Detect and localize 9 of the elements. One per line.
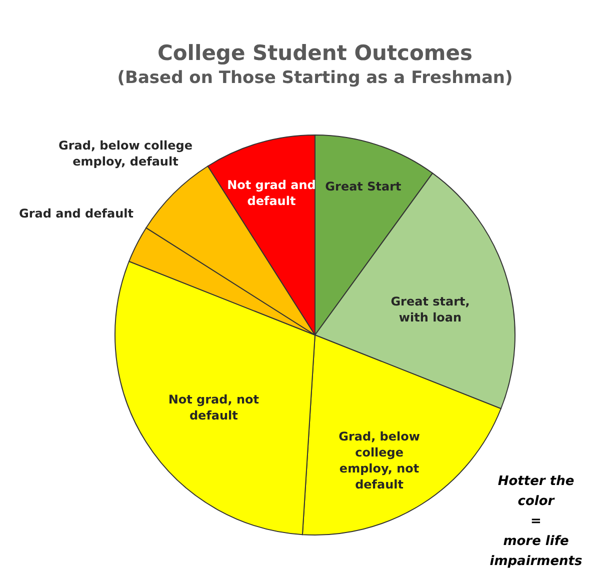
slice-label: Grad, below college employ, not default [338,429,420,492]
slice-label: Great Start [325,180,402,194]
chart-subtitle: (Based on Those Starting as a Freshman) [117,68,513,88]
slice-label: Not grad, not default [168,392,260,422]
slice-label: Grad, below college employ, default [58,138,192,168]
text: Hotter the color = more life impairments [490,474,583,569]
slice-label: Grad and default [18,206,134,220]
chart-title: College Student Outcomes [157,41,473,65]
slice-label: Great start, with loan [390,294,470,325]
